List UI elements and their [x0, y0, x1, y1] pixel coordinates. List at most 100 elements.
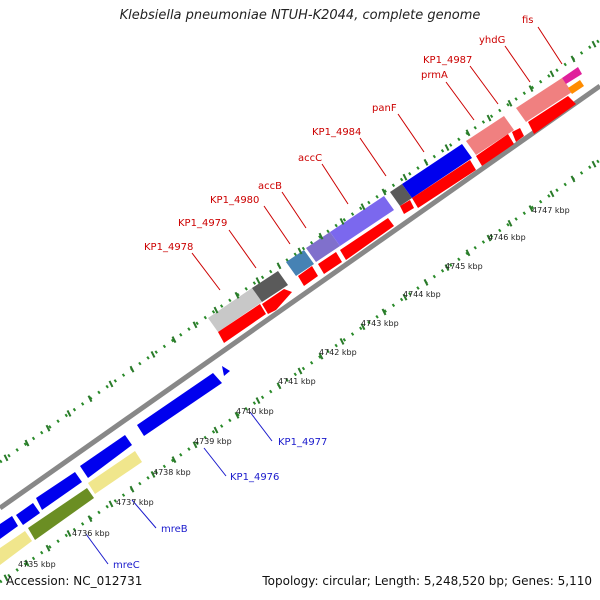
track-tick [192, 441, 198, 449]
track-tick [591, 40, 597, 48]
tick-label: 4744 kbp [403, 290, 441, 299]
leader-line [191, 252, 221, 291]
label-kp1-4977: KP1_4977 [278, 437, 327, 448]
cds-kp1-4979-arrow [262, 289, 292, 314]
gene-mred-track [0, 531, 32, 565]
leader-line [359, 137, 387, 177]
label-kp1-4978: KP1_4978 [144, 242, 193, 253]
track-tick [108, 380, 114, 388]
cds-kp1-4984-arrow [400, 200, 414, 214]
tick-label: 4745 kbp [445, 262, 483, 271]
track-tick [234, 291, 240, 299]
gene-panf-box [402, 144, 472, 198]
track-tick [297, 367, 303, 375]
track-tick [549, 190, 555, 198]
label-mrec: mreC [113, 560, 140, 571]
track-tick [129, 365, 135, 373]
track-tick [87, 515, 93, 523]
label-kp1-4984: KP1_4984 [312, 127, 361, 138]
track-tick [234, 411, 240, 419]
track-tick [465, 249, 471, 257]
label-panf: panF [372, 103, 397, 114]
cds-prma-arrow [476, 134, 514, 166]
label-yhdg: yhdG [479, 35, 505, 46]
tick-label: 4738 kbp [153, 468, 191, 477]
cds-panf-arrow [412, 160, 476, 208]
reverse-strand-genes [0, 366, 230, 565]
track-tick [486, 114, 492, 122]
gene-fis-box-2 [568, 80, 584, 94]
gene-mreb-arrow [36, 472, 82, 510]
leader-line [85, 533, 109, 565]
label-kp1-4976: KP1_4976 [230, 472, 279, 483]
track-tick [129, 485, 135, 493]
cds-kp1-4987-arrow [512, 128, 524, 142]
track-tick [255, 277, 261, 284]
track-tick [591, 160, 597, 168]
track-tick [402, 173, 408, 181]
label-prma: prmA [421, 70, 448, 81]
track-tick [339, 218, 345, 225]
gene-mreb-track [88, 451, 142, 494]
gene-rev-a-arrow [16, 503, 40, 525]
track-tick [87, 395, 93, 403]
leader-line [445, 81, 475, 121]
gene-accb-box [306, 232, 340, 262]
track-tick [507, 219, 513, 227]
gene-prma-box [466, 116, 514, 155]
label-kp1-4987: KP1_4987 [423, 55, 472, 66]
accession-label: Accession: NC_012731 [6, 574, 143, 588]
track-tick [360, 203, 366, 211]
cds-kp1-4980-arrow [298, 266, 318, 286]
track-tick [66, 530, 72, 537]
cds-kp1-4978-arrow [218, 304, 266, 343]
track-tick [381, 188, 387, 196]
cds-accb-arrow [318, 252, 342, 274]
gene-kp1-4984-box [390, 184, 412, 206]
track-tick [339, 338, 345, 345]
track-tick [360, 323, 366, 331]
label-accb: accB [258, 181, 282, 192]
leader-line [321, 163, 349, 205]
gene-kp1-4979-box [252, 271, 288, 302]
label-mreb: mreB [161, 524, 188, 535]
tick-label: 4746 kbp [488, 233, 526, 242]
leader-line [504, 45, 531, 83]
tick-label: 4741 kbp [278, 377, 316, 386]
track-tick [318, 352, 324, 360]
leader-line [228, 229, 257, 269]
track-tick [570, 55, 576, 63]
track-tick [150, 350, 156, 358]
tick-label: 4737 kbp [116, 498, 154, 507]
gene-yhdg-box [516, 78, 572, 122]
leader-line [249, 411, 273, 442]
track-tick [213, 426, 219, 434]
track-tick [3, 454, 9, 462]
track-tick [570, 175, 576, 183]
track-tick [318, 232, 324, 240]
tick-label: 4747 kbp [532, 206, 570, 215]
map-title: Klebsiella pneumoniae NTUH-K2044, comple… [119, 8, 481, 23]
gene-mrec-track [28, 488, 94, 540]
tick-label: 4735 kbp [18, 560, 56, 569]
track-tick [465, 129, 471, 137]
track-tick [528, 85, 534, 92]
tick-label: 4740 kbp [236, 407, 274, 416]
track-tick [402, 293, 408, 301]
track-tick [24, 559, 30, 567]
track-tick [549, 70, 555, 78]
track-tick [297, 247, 303, 255]
track-tick [423, 278, 429, 286]
leader-line [281, 191, 307, 229]
track-tick [66, 410, 72, 417]
reverse-gene-labels: KP1_4977 KP1_4976 mreB mreC [113, 437, 327, 571]
track-tick [507, 99, 513, 107]
track-tick [255, 397, 261, 404]
gene-kp1-4977-arrow [137, 373, 222, 436]
tick-label: 4739 kbp [194, 437, 232, 446]
leader-line [537, 26, 563, 65]
leader-line [397, 113, 425, 153]
gene-kp1-4978-box [208, 288, 262, 332]
track-tick [276, 262, 282, 270]
